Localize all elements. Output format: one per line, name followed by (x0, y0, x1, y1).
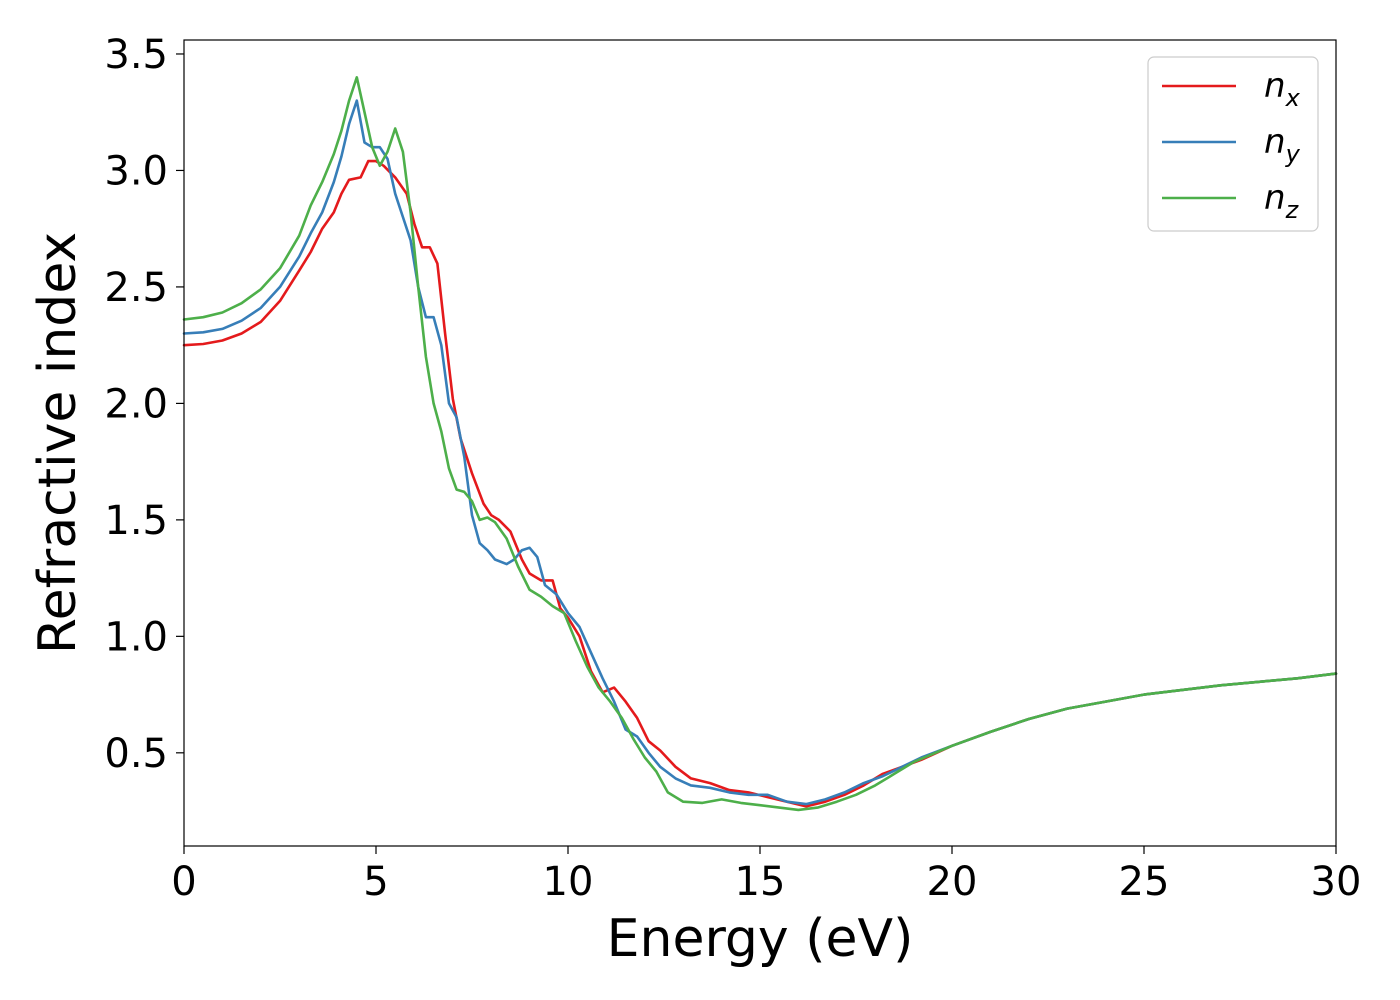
x-axis-label: Energy (eV) (607, 909, 914, 969)
y-axis-label: Refractive index (28, 232, 88, 654)
legend: nx ny nz (1147, 56, 1319, 232)
legend-entries: nx ny nz (1162, 66, 1301, 224)
series-line-n-y (182, 99, 1338, 806)
x-tick-label: 20 (927, 859, 978, 905)
y-tick-label: 3.0 (104, 148, 168, 194)
y-tick-label: 2.0 (104, 381, 168, 427)
x-tick-label: 10 (543, 859, 594, 905)
x-tick-label: 5 (363, 859, 388, 905)
y-tick-label: 0.5 (104, 731, 168, 777)
x-tick-label: 25 (1119, 859, 1170, 905)
y-tick-label: 3.5 (104, 32, 168, 78)
legend-label-n-x: nx (1264, 66, 1301, 112)
legend-box (1147, 56, 1319, 232)
series-layer (182, 76, 1338, 812)
legend-label-n-z: nz (1264, 178, 1300, 224)
y-tick-label: 1.0 (104, 614, 168, 660)
legend-label-n-y: ny (1264, 122, 1301, 168)
y-ticks: 0.5 1.0 1.5 2.0 2.5 3.0 3.5 (104, 32, 184, 777)
y-tick-label: 1.5 (104, 498, 168, 544)
x-ticks: 0 5 10 15 20 25 30 (171, 846, 1361, 905)
x-tick-label: 15 (735, 859, 786, 905)
x-tick-label: 30 (1311, 859, 1362, 905)
x-tick-label: 0 (171, 859, 196, 905)
y-tick-label: 2.5 (104, 265, 168, 311)
series-line-n-z (182, 76, 1338, 812)
series-line-n-x (182, 159, 1338, 808)
